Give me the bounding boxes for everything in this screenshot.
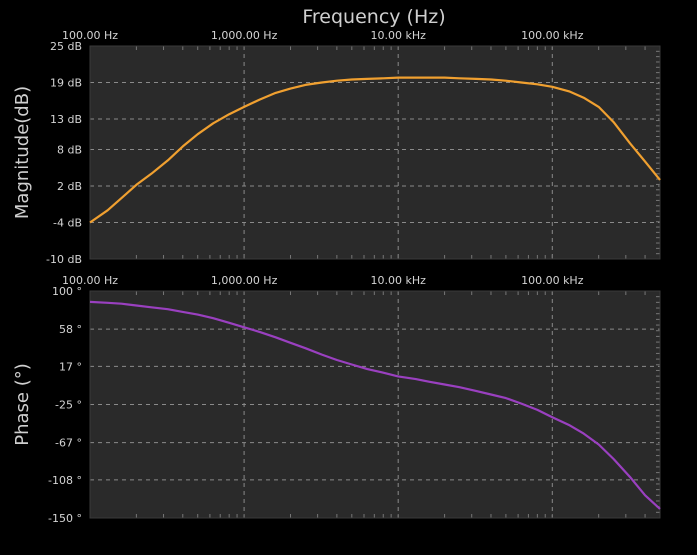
phase-y-tick-label: 100 °: [52, 285, 82, 298]
mag-plot-area: [90, 46, 660, 259]
frequency-axis-title: Frequency (Hz): [302, 6, 445, 28]
phase-x-tick-label: 100.00 kHz: [521, 274, 584, 287]
mag-x-tick-label: 100.00 Hz: [62, 29, 118, 42]
phase-y-tick-label: 17 °: [59, 360, 82, 373]
mag-x-tick-label: 1,000.00 Hz: [211, 29, 278, 42]
mag-y-tick-label: 19 dB: [50, 77, 82, 90]
phase-x-tick-label: 1,000.00 Hz: [211, 274, 278, 287]
phase-x-tick-label: 100.00 Hz: [62, 274, 118, 287]
mag-y-tick-label: 8 dB: [57, 143, 82, 156]
phase-x-tick-label: 10.00 kHz: [370, 274, 426, 287]
mag-y-tick-label: 2 dB: [57, 180, 82, 193]
mag-x-tick-label: 100.00 kHz: [521, 29, 584, 42]
phase-plot: 100 ° 58 ° 17 ° -25 ° -67 ° -108 ° -150 ° 100.0…: [12, 274, 661, 525]
mag-y-tick-label: 13 dB: [50, 113, 82, 126]
phase-y-tick-label: 58 °: [59, 323, 82, 336]
mag-y-axis-label: Magnitude(dB): [12, 86, 33, 219]
mag-plot-frame: [89, 45, 661, 260]
phase-y-tick-label: -25 °: [55, 399, 82, 412]
mag-series-line: [89, 76, 661, 224]
phase-series-line: [89, 300, 661, 510]
magnitude-plot: 25 dB 19 dB 13 dB 8 dB 2 dB -4 dB -10 dB 100.00…: [12, 29, 661, 266]
mag-y-tick-label: -10 dB: [46, 253, 82, 266]
phase-plot-area: [90, 291, 660, 518]
phase-y-tick-label: -108 °: [48, 474, 82, 487]
mag-x-tick-label: 10.00 kHz: [370, 29, 426, 42]
mag-y-tick-label: -4 dB: [53, 216, 82, 229]
phase-y-axis-label: Phase (°): [12, 363, 33, 446]
phase-y-tick-label: -150 °: [48, 512, 82, 525]
mag-y-tick-label: 25 dB: [50, 40, 82, 53]
phase-y-tick-label: -67 °: [55, 437, 82, 450]
phase-plot-frame: [89, 290, 661, 519]
